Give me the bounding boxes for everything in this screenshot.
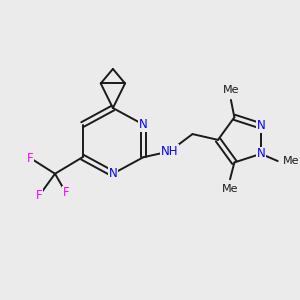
Text: N: N [256,119,265,132]
Text: Me: Me [283,156,299,166]
Text: F: F [63,186,69,199]
Text: NH: NH [160,145,178,158]
Text: Me: Me [222,184,238,194]
Text: Me: Me [223,85,239,95]
Text: F: F [36,189,42,202]
Text: N: N [256,147,265,160]
Text: N: N [139,118,148,131]
Text: F: F [27,152,34,165]
Text: N: N [109,167,117,180]
